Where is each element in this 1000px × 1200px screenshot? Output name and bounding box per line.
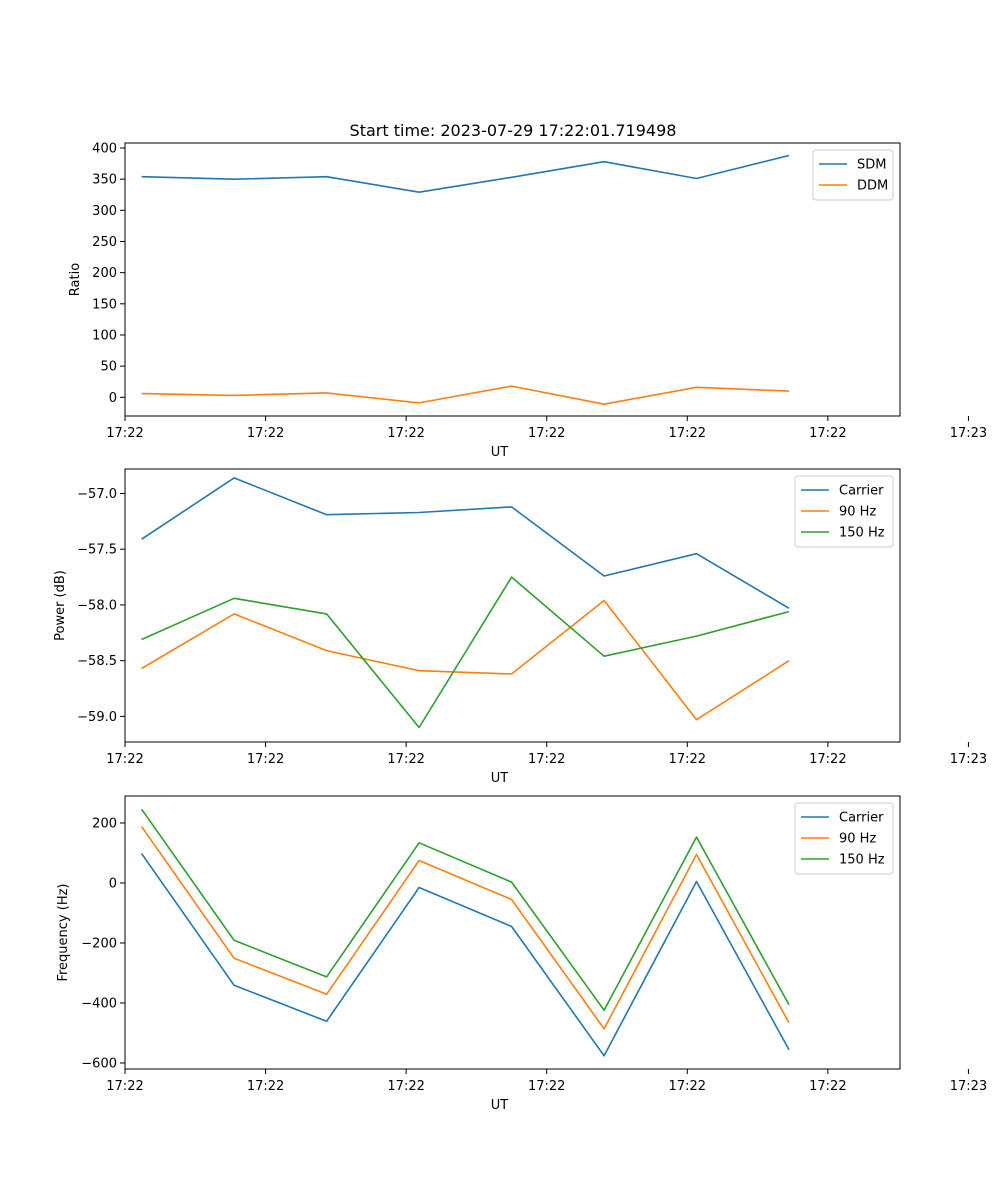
- y-axis-label: Ratio: [68, 263, 83, 296]
- x-tick-label: 17:23: [950, 1079, 987, 1094]
- y-tick-label: 250: [92, 235, 117, 250]
- legend-label: 150 Hz: [839, 526, 885, 541]
- legend-label: Carrier: [839, 811, 884, 826]
- x-tick-label: 17:22: [247, 1079, 284, 1094]
- x-tick-label: 17:22: [528, 426, 565, 441]
- series-line-sdm: [141, 154, 790, 193]
- y-tick-label: −400: [81, 997, 117, 1012]
- legend: Carrier 90 Hz 150 Hz: [794, 802, 894, 875]
- series-line-90-hz: [140, 826, 790, 1030]
- series-line-carrier: [140, 853, 790, 1057]
- y-tick-label: 150: [92, 297, 117, 312]
- y-tick-label: −57.0: [77, 487, 117, 502]
- legend-label: 90 Hz: [839, 505, 876, 520]
- y-tick-label: −600: [81, 1057, 117, 1072]
- x-axis-label: UT: [491, 771, 509, 786]
- legend-box: [794, 802, 894, 875]
- y-tick-label: 200: [92, 817, 117, 832]
- axes-frame: [124, 468, 901, 743]
- series-line-90-hz: [141, 599, 790, 721]
- x-tick-label: 17:22: [106, 752, 143, 767]
- y-tick-label: 0: [109, 391, 117, 406]
- y-tick-label: 300: [92, 204, 117, 219]
- x-axis-label: UT: [491, 1098, 509, 1113]
- legend-box: [812, 149, 894, 201]
- legend-label: SDM: [857, 158, 886, 173]
- legend-box: [794, 475, 894, 548]
- x-tick-label: 17:22: [247, 752, 284, 767]
- y-tick-label: 0: [109, 877, 117, 892]
- y-tick-label: −57.5: [77, 543, 117, 558]
- x-tick-label: 17:22: [387, 426, 424, 441]
- y-tick-label: 100: [92, 328, 117, 343]
- y-tick-label: −200: [81, 937, 117, 952]
- series-line-150-hz: [140, 808, 790, 1012]
- y-axis-label: Frequency (Hz): [56, 883, 71, 981]
- figure-title: Start time: 2023-07-29 17:22:01.719498: [350, 121, 677, 140]
- x-tick-label: 17:22: [809, 752, 846, 767]
- series-line-ddm: [141, 385, 790, 406]
- x-tick-label: 17:22: [669, 752, 706, 767]
- y-tick-label: −58.0: [77, 598, 117, 613]
- chart-panel-2: 17:22 17:22 17:22 17:22 17:22 17:22 17:23 −59.0…: [53, 468, 987, 786]
- legend-label: Carrier: [839, 484, 884, 499]
- x-tick-label: 17:22: [669, 1079, 706, 1094]
- x-tick-label: 17:23: [950, 752, 987, 767]
- series-line-150-hz: [141, 576, 790, 729]
- y-tick-label: −58.5: [77, 654, 117, 669]
- x-tick-label: 17:22: [106, 426, 143, 441]
- legend-label: 150 Hz: [839, 853, 885, 868]
- y-tick-label: 200: [92, 266, 117, 281]
- x-tick-label: 17:23: [950, 426, 987, 441]
- legend-label: DDM: [857, 179, 888, 194]
- x-tick-label: 17:22: [247, 426, 284, 441]
- series-line-carrier: [141, 477, 790, 609]
- chart-panel-3: 17:22 17:22 17:22 17:22 17:22 17:22 17:23 −600 −…: [56, 795, 987, 1113]
- y-tick-label: 350: [92, 173, 117, 188]
- axes-frame: [124, 142, 901, 417]
- x-tick-label: 17:22: [106, 1079, 143, 1094]
- x-tick-label: 17:22: [387, 1079, 424, 1094]
- legend: SDM DDM: [812, 149, 894, 201]
- legend-label: 90 Hz: [839, 832, 876, 847]
- x-tick-label: 17:22: [528, 1079, 565, 1094]
- legend: Carrier 90 Hz 150 Hz: [794, 475, 894, 548]
- y-tick-label: −59.0: [77, 710, 117, 725]
- axes-frame: [124, 795, 901, 1070]
- x-tick-label: 17:22: [809, 426, 846, 441]
- x-tick-label: 17:22: [809, 1079, 846, 1094]
- chart-panel-1: 17:22 17:22 17:22 17:22 17:22 17:22 17:23 0 50 10…: [68, 141, 987, 460]
- x-tick-label: 17:22: [528, 752, 565, 767]
- x-tick-label: 17:22: [387, 752, 424, 767]
- y-tick-label: 50: [100, 360, 117, 375]
- y-tick-label: 400: [92, 141, 117, 156]
- x-tick-label: 17:22: [669, 426, 706, 441]
- x-axis-label: UT: [491, 445, 509, 460]
- y-axis-label: Power (dB): [53, 570, 68, 641]
